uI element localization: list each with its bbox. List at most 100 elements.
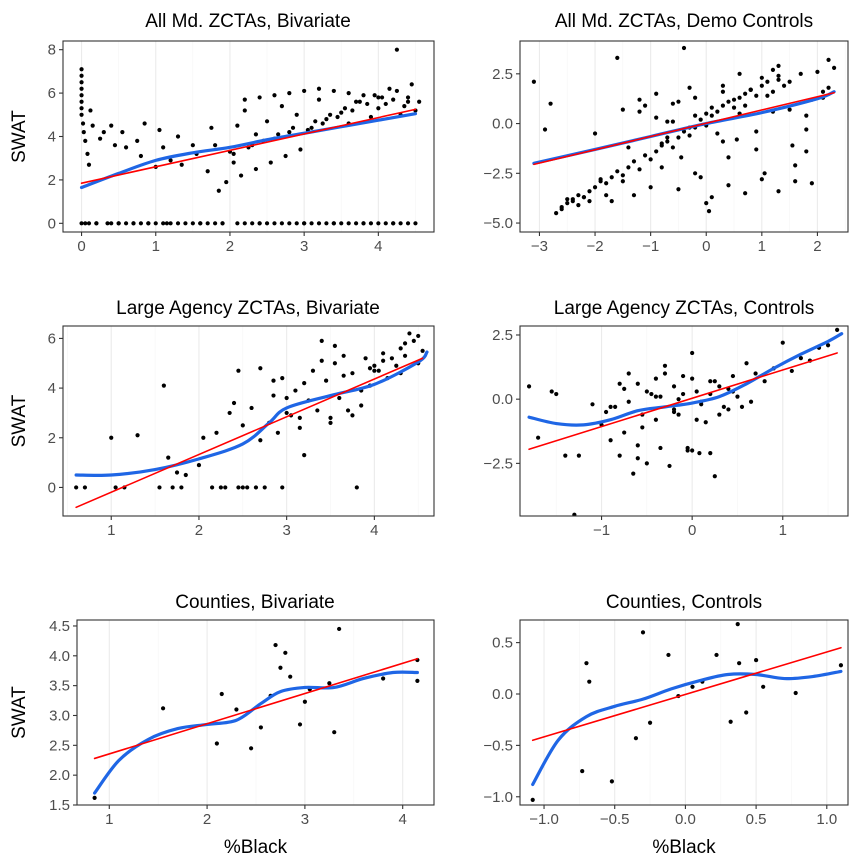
data-point bbox=[563, 453, 568, 458]
data-point bbox=[658, 445, 663, 451]
data-point bbox=[157, 485, 162, 490]
data-point bbox=[665, 135, 670, 140]
data-point bbox=[622, 386, 627, 392]
data-point bbox=[324, 221, 329, 226]
data-point bbox=[220, 221, 225, 226]
data-point bbox=[253, 132, 259, 137]
y-axis-title: SWAT bbox=[9, 686, 30, 739]
data-point bbox=[804, 113, 809, 118]
x-tick-label: 4 bbox=[374, 238, 382, 255]
data-point bbox=[712, 474, 717, 479]
data-point bbox=[238, 173, 244, 178]
data-point bbox=[411, 338, 416, 344]
data-point bbox=[294, 221, 299, 226]
data-point bbox=[284, 410, 289, 416]
data-point bbox=[361, 221, 366, 226]
data-point bbox=[345, 408, 351, 413]
data-point bbox=[726, 155, 731, 160]
smooth-fit-line bbox=[74, 350, 429, 478]
data-point bbox=[389, 356, 395, 361]
linear-fit-line bbox=[93, 657, 419, 760]
data-point bbox=[697, 450, 702, 456]
x-tick-label: −1.0 bbox=[529, 811, 559, 828]
data-point bbox=[734, 137, 739, 142]
data-point bbox=[235, 221, 240, 226]
data-point bbox=[92, 795, 97, 800]
data-point bbox=[690, 448, 695, 453]
data-point bbox=[653, 394, 659, 399]
data-point bbox=[196, 462, 202, 468]
x-tick-label: 2 bbox=[226, 238, 234, 255]
data-point bbox=[737, 661, 742, 666]
data-point bbox=[604, 181, 609, 186]
data-point bbox=[662, 371, 668, 376]
data-point bbox=[224, 179, 229, 185]
data-point bbox=[309, 125, 314, 130]
data-point bbox=[262, 485, 267, 490]
data-point bbox=[804, 127, 809, 132]
chart-panel-3: 1 2 3 4 0 2 4 6 Large Agency ZCTAs, Bivariate SWA… bbox=[9, 298, 435, 539]
data-point bbox=[609, 175, 614, 180]
y-tick-label: 4 bbox=[48, 380, 56, 397]
data-point bbox=[328, 420, 333, 425]
data-point bbox=[302, 381, 307, 386]
y-tick-label: 2.0 bbox=[49, 767, 70, 784]
data-point bbox=[341, 353, 346, 358]
y-tick-label: 0.0 bbox=[492, 116, 513, 133]
data-point bbox=[79, 86, 84, 91]
data-point bbox=[726, 99, 731, 104]
data-point bbox=[280, 485, 285, 490]
panel-title: All Md. ZCTAs, Demo Controls bbox=[555, 11, 813, 32]
data-point bbox=[175, 221, 181, 226]
data-point bbox=[315, 408, 320, 413]
data-point bbox=[79, 93, 84, 98]
data-point bbox=[662, 363, 668, 368]
data-point bbox=[653, 376, 659, 381]
data-point bbox=[413, 221, 418, 226]
data-point bbox=[530, 797, 535, 802]
data-point bbox=[79, 67, 84, 72]
data-point bbox=[793, 163, 798, 168]
data-point bbox=[109, 123, 114, 128]
data-point bbox=[536, 435, 541, 440]
x-tick-label: 2 bbox=[195, 522, 203, 539]
x-tick-label: 1 bbox=[105, 811, 113, 828]
data-point bbox=[744, 361, 749, 366]
data-point bbox=[576, 193, 581, 198]
data-point bbox=[332, 730, 337, 735]
data-point bbox=[272, 221, 277, 226]
data-point bbox=[157, 127, 162, 133]
data-point bbox=[190, 143, 195, 148]
data-point bbox=[793, 179, 798, 184]
data-point bbox=[283, 153, 288, 159]
data-point bbox=[776, 63, 781, 68]
x-tick-label: −1 bbox=[593, 522, 610, 539]
data-point bbox=[748, 399, 754, 404]
data-point bbox=[337, 626, 342, 632]
data-point bbox=[681, 45, 687, 51]
data-point bbox=[85, 151, 90, 156]
data-point bbox=[838, 663, 844, 668]
data-point bbox=[665, 139, 670, 144]
data-point bbox=[748, 87, 753, 92]
panel-background bbox=[520, 41, 848, 232]
data-point bbox=[693, 113, 698, 118]
data-point bbox=[135, 138, 140, 143]
data-point bbox=[271, 378, 276, 383]
data-point bbox=[324, 117, 329, 122]
data-point bbox=[297, 722, 303, 727]
data-point bbox=[405, 99, 411, 104]
data-point bbox=[581, 195, 587, 200]
data-point bbox=[709, 113, 714, 118]
x-tick-label: −2 bbox=[586, 238, 603, 255]
y-tick-label: 0.5 bbox=[492, 635, 513, 652]
data-point bbox=[350, 371, 355, 376]
data-point bbox=[730, 373, 736, 379]
data-point bbox=[332, 343, 337, 348]
data-point bbox=[603, 409, 609, 415]
y-axis-title: SWAT bbox=[9, 110, 30, 163]
data-point bbox=[391, 97, 396, 102]
data-point bbox=[765, 79, 770, 84]
data-point bbox=[721, 404, 726, 409]
data-point bbox=[337, 395, 342, 401]
